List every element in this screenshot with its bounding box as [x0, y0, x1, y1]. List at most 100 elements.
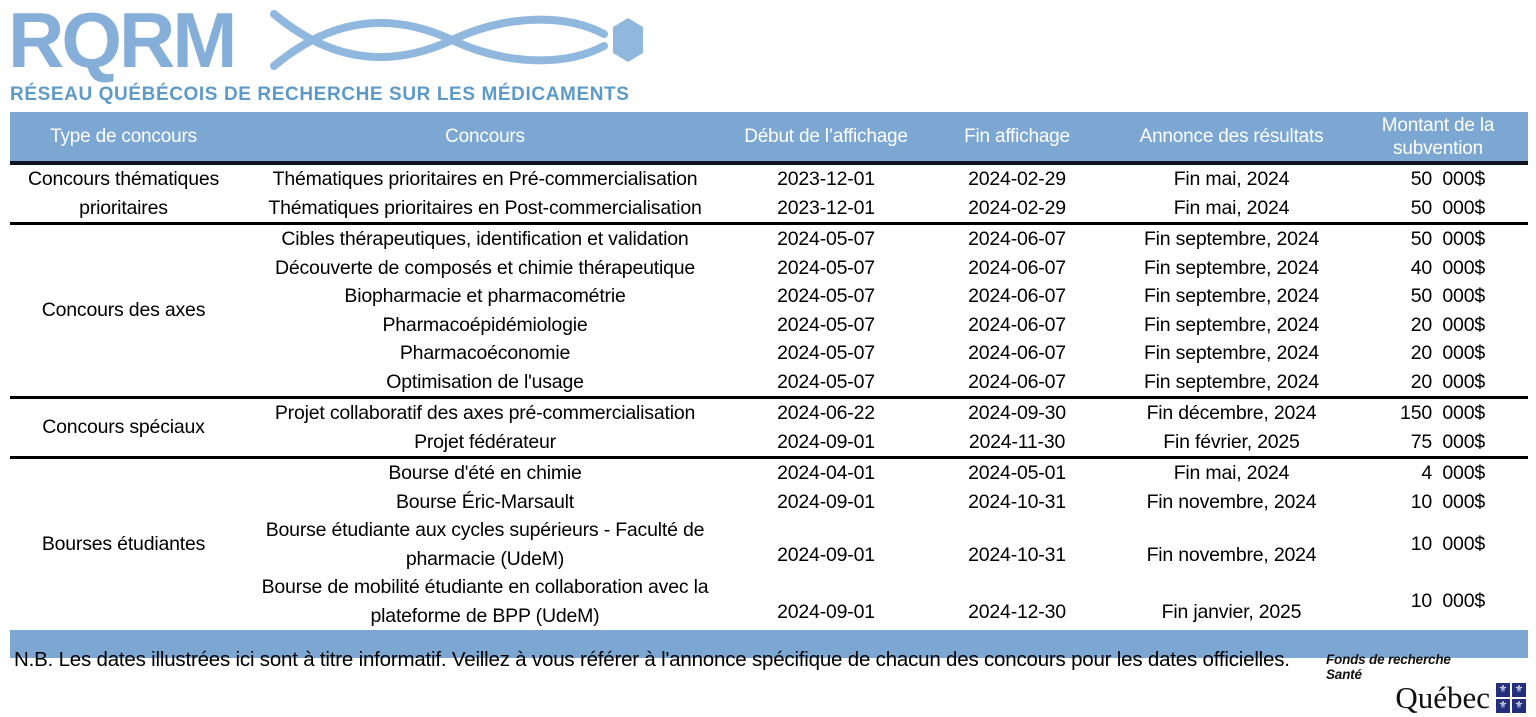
table-header-row: Type de concours Concours Début de l’affic… [10, 112, 1528, 165]
cell-annonce: Fin mai, 2024 [1173, 168, 1290, 191]
cell-concours: Biopharmacie et pharmacométrie [344, 285, 626, 308]
cell-fin: 2024-12-30 [968, 600, 1066, 623]
cell-fin: 2024-06-07 [968, 313, 1066, 336]
cell-debut: 2024-05-07 [777, 256, 875, 279]
cell-concours: Bourse étudiante aux cycles supérieurs -… [265, 519, 705, 570]
cell-annonce: Fin septembre, 2024 [1143, 256, 1320, 279]
cell-concours: Pharmacoépidémiologie [382, 313, 588, 336]
quebec-flag-icon: ⚜ ⚜ ⚜ ⚜ [1496, 683, 1526, 713]
cell-montant: 20 000$ [1410, 342, 1486, 365]
cell-fin: 2024-06-07 [968, 256, 1066, 279]
cell-annonce: Fin janvier, 2025 [1161, 600, 1302, 623]
dna-helix-icon [270, 10, 643, 70]
cell-concours: Bourse Éric-Marsault [395, 490, 575, 513]
cell-montant: 75 000$ [1410, 430, 1486, 453]
cell-concours: Projet fédérateur [414, 430, 556, 453]
cell-fin: 2024-06-07 [968, 342, 1066, 365]
cell-annonce: Fin novembre, 2024 [1146, 543, 1317, 566]
fleur-de-lis-icon: ⚜ [1496, 699, 1510, 713]
cell-concours: Bourse d'été en chimie [388, 462, 582, 485]
column-header: Annonce des résultats [1139, 126, 1324, 147]
table-section: Concours des axes Cibles thérapeutiques, … [10, 222, 1528, 396]
cell-fin: 2024-02-29 [968, 168, 1066, 191]
cell-annonce: Fin septembre, 2024 [1143, 342, 1320, 365]
cell-fin: 2024-06-07 [968, 370, 1066, 393]
cell-fin: 2024-09-30 [968, 402, 1066, 425]
quebec-wordmark: Québec [1395, 680, 1490, 715]
cell-debut: 2023-12-01 [777, 196, 875, 219]
rqrm-logo-text: RQRM [8, 0, 237, 84]
column-header: Montant de la subvention [1381, 114, 1495, 159]
cell-annonce: Fin septembre, 2024 [1143, 228, 1320, 251]
cell-concours: Optimisation de l'usage [386, 370, 584, 393]
table-body: Concours thématiques prioritaires Thémati… [10, 165, 1528, 630]
cell-montant: 10 000$ [1410, 590, 1486, 613]
cell-concours: Bourse de mobilité étudiante en collabor… [261, 576, 709, 627]
type-de-concours-cell: Concours thématiques prioritaires [27, 168, 220, 219]
cell-annonce: Fin février, 2025 [1163, 430, 1300, 453]
cell-fin: 2024-06-07 [968, 285, 1066, 308]
cell-montant: 4 000$ [1421, 462, 1485, 485]
cell-annonce: Fin mai, 2024 [1173, 196, 1290, 219]
column-header: Fin affichage [964, 126, 1070, 147]
cell-fin: 2024-02-29 [968, 196, 1066, 219]
cell-debut: 2024-09-01 [777, 490, 875, 513]
cell-concours: Thématiques prioritaires en Post-commerc… [268, 196, 702, 219]
fleur-de-lis-icon: ⚜ [1496, 683, 1510, 697]
cell-concours: Cibles thérapeutiques, identification et… [281, 228, 689, 251]
cell-debut: 2024-05-07 [777, 370, 875, 393]
cell-annonce: Fin mai, 2024 [1173, 462, 1290, 485]
type-de-concours-cell: Concours spéciaux [42, 416, 205, 439]
cell-montant: 20 000$ [1410, 313, 1486, 336]
cell-annonce: Fin novembre, 2024 [1146, 490, 1317, 513]
cell-debut: 2024-09-01 [777, 543, 875, 566]
column-header: Type de concours [50, 126, 197, 147]
cell-montant: 10 000$ [1410, 490, 1486, 513]
cell-debut: 2024-09-01 [777, 600, 875, 623]
cell-montant: 50 000$ [1410, 168, 1486, 191]
cell-annonce: Fin septembre, 2024 [1143, 313, 1320, 336]
cell-debut: 2023-12-01 [777, 168, 875, 191]
type-de-concours-cell: Concours des axes [41, 299, 206, 322]
cell-debut: 2024-05-07 [777, 342, 875, 365]
frqs-logo-line2: Santé [1326, 667, 1362, 682]
cell-fin: 2024-06-07 [968, 228, 1066, 251]
type-de-concours-cell: Bourses étudiantes [41, 533, 206, 556]
cell-debut: 2024-05-07 [777, 285, 875, 308]
cell-fin: 2024-10-31 [968, 543, 1066, 566]
rqrm-subtitle: RÉSEAU QUÉBÉCOIS DE RECHERCHE SUR LES MÉ… [10, 84, 630, 105]
cell-fin: 2024-10-31 [968, 490, 1066, 513]
fleur-de-lis-icon: ⚜ [1512, 683, 1526, 697]
cell-annonce: Fin septembre, 2024 [1143, 370, 1320, 393]
cell-montant: 150 000$ [1400, 402, 1485, 425]
cell-annonce: Fin décembre, 2024 [1146, 402, 1317, 425]
cell-debut: 2024-09-01 [777, 430, 875, 453]
cell-debut: 2024-05-07 [777, 313, 875, 336]
hexagon-icon [613, 18, 643, 62]
nb-note: N.B. Les dates illustrées ici sont à tit… [14, 648, 1290, 671]
column-header: Début de l’affichage [744, 126, 908, 147]
cell-debut: 2024-04-01 [777, 462, 875, 485]
cell-montant: 10 000$ [1410, 533, 1486, 556]
frqs-logo: Fonds de recherche Santé Québec ⚜ ⚜ ⚜ ⚜ [1326, 652, 1526, 714]
cell-montant: 20 000$ [1410, 370, 1486, 393]
cell-fin: 2024-11-30 [968, 430, 1066, 453]
cell-concours: Thématiques prioritaires en Pré-commerci… [272, 168, 698, 191]
table-footer-bar [10, 630, 1528, 658]
frqs-logo-line1: Fonds de recherche [1326, 652, 1451, 667]
fleur-de-lis-icon: ⚜ [1512, 699, 1526, 713]
cell-debut: 2024-05-07 [777, 228, 875, 251]
cell-montant: 50 000$ [1410, 285, 1486, 308]
cell-annonce: Fin septembre, 2024 [1143, 285, 1320, 308]
cell-debut: 2024-06-22 [777, 402, 875, 425]
cell-concours: Pharmacoéconomie [399, 342, 571, 365]
table-section: Bourses étudiantes Bourse d'été en chimie… [10, 456, 1528, 630]
cell-concours: Projet collaboratif des axes pré-commerc… [274, 402, 696, 425]
cell-concours: Découverte de composés et chimie thérape… [274, 256, 696, 279]
cell-montant: 40 000$ [1410, 256, 1486, 279]
table-section: Concours spéciaux Projet collaboratif des… [10, 396, 1528, 456]
rqrm-logo: RQRM RÉSEAU QUÉBÉCOIS DE RECHERCHE SUR L… [8, 0, 908, 108]
table-section: Concours thématiques prioritaires Thémati… [10, 165, 1528, 222]
cell-montant: 50 000$ [1410, 196, 1486, 219]
cell-montant: 50 000$ [1410, 228, 1486, 251]
